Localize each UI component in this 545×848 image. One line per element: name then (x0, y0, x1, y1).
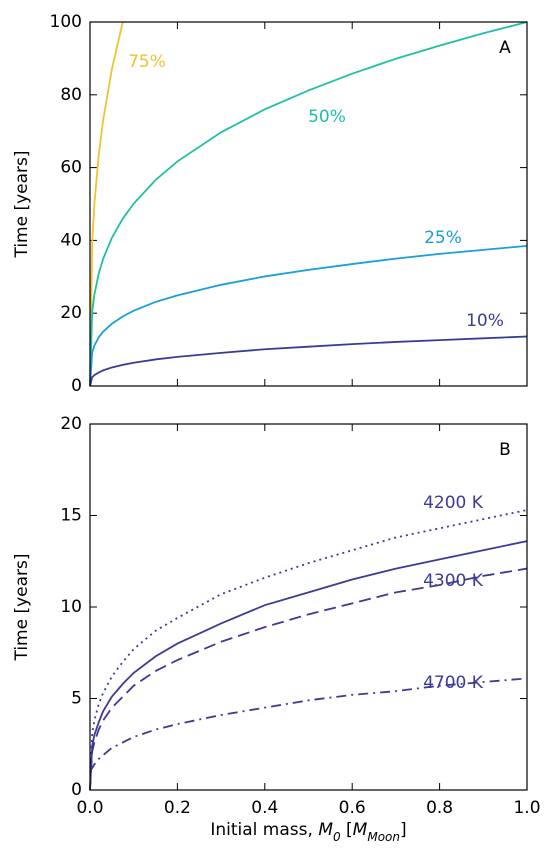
series-label: 4200 K (423, 493, 484, 513)
y-tick-label: 5 (71, 689, 82, 709)
y-tick-label: 40 (60, 230, 82, 250)
plot-frame (89, 21, 528, 387)
line (89, 21, 528, 387)
x-axis-label-part: M (353, 820, 368, 840)
y-tick-label: 20 (60, 414, 82, 434)
line (89, 335, 528, 387)
panel-label: B (499, 440, 511, 460)
line (89, 677, 528, 773)
y-axis-label: Time [years] (12, 150, 32, 258)
y-axis-label: Time [years] (12, 553, 32, 661)
x-axis-label: Initial mass, M0 [MMoon] (210, 820, 406, 844)
line (89, 21, 124, 387)
series-label: 25% (424, 228, 462, 248)
x-axis-label-part: [ (341, 820, 353, 840)
y-tick-label: 100 (50, 12, 82, 32)
plot-frame (89, 423, 528, 791)
series-label: 4300 K (423, 571, 484, 591)
y-tick-label: 80 (60, 85, 82, 105)
y-tick-label: 60 (60, 158, 82, 178)
panel-label: A (499, 38, 511, 58)
x-tick-label: 0.6 (339, 798, 366, 818)
series-label: 4700 K (423, 673, 484, 693)
y-tick-label: 0 (71, 780, 82, 800)
x-tick-label: 1.0 (513, 798, 540, 818)
x-axis-label-part: 0 (333, 830, 341, 844)
x-tick-label: 0.8 (426, 798, 453, 818)
y-tick-label: 15 (60, 506, 82, 526)
x-axis-label-part: M (318, 820, 333, 840)
y-tick-label: 20 (60, 303, 82, 323)
line (89, 567, 528, 791)
y-tick-label: 10 (60, 597, 82, 617)
series-label: 10% (466, 311, 504, 331)
y-tick-label: 0 (71, 376, 82, 396)
x-tick-label: 0.2 (164, 798, 191, 818)
x-axis-label-part: ] (400, 820, 407, 840)
series-label: 75% (128, 52, 166, 72)
line (89, 244, 528, 387)
x-axis-label-part: Initial mass, (210, 820, 318, 840)
series-label: 50% (308, 107, 346, 127)
x-tick-label: 0.4 (251, 798, 278, 818)
x-axis-label-part: Moon (367, 830, 400, 844)
x-tick-label: 0.0 (76, 798, 103, 818)
line (89, 540, 528, 791)
line (89, 509, 528, 791)
